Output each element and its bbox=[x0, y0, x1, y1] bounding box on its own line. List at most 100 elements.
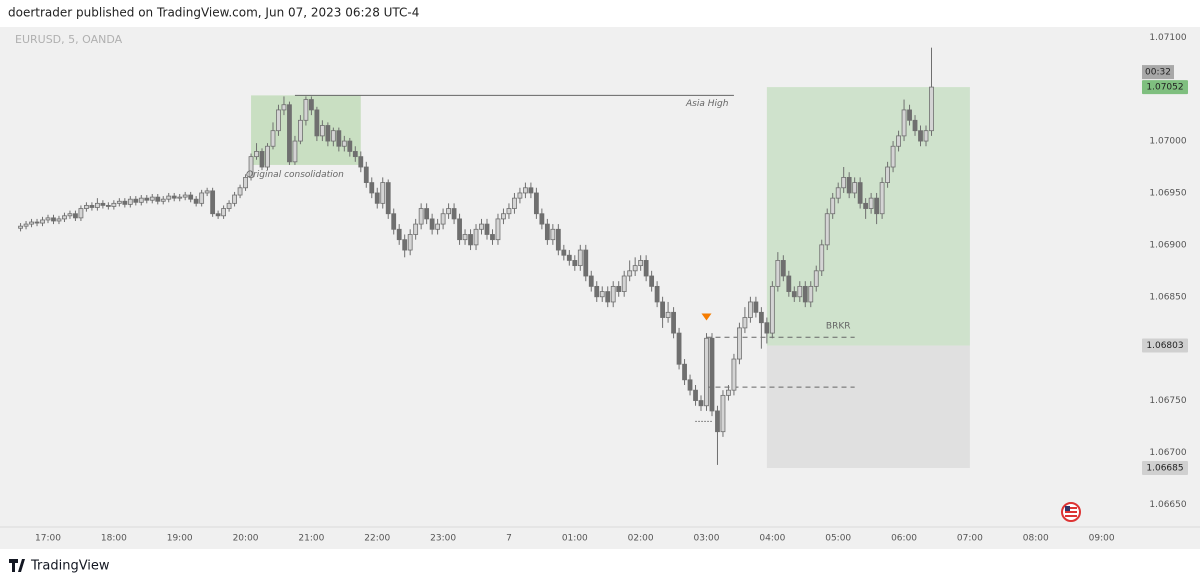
candle-body bbox=[292, 140, 298, 163]
candle-body bbox=[396, 228, 402, 241]
x-tick-label: 02:00 bbox=[628, 534, 654, 544]
candle-body bbox=[863, 202, 869, 209]
candle-body bbox=[769, 285, 775, 334]
candle-body bbox=[912, 119, 918, 132]
candle-body bbox=[402, 239, 408, 251]
candle-body bbox=[495, 218, 501, 241]
candle-body bbox=[698, 400, 704, 407]
candle-body bbox=[177, 196, 183, 199]
candle-body bbox=[539, 213, 545, 225]
candle-body bbox=[199, 192, 205, 204]
candle-body bbox=[671, 311, 676, 334]
x-tick-label: 09:00 bbox=[1089, 534, 1115, 544]
candle-body bbox=[605, 291, 611, 303]
candle-body bbox=[237, 187, 243, 196]
candle-body bbox=[638, 260, 644, 267]
candle-body bbox=[308, 99, 314, 111]
candle-body bbox=[501, 213, 506, 220]
candle-body bbox=[802, 285, 808, 303]
annotation: Asia High bbox=[685, 99, 729, 109]
candle-body bbox=[715, 410, 720, 433]
candle-body bbox=[182, 194, 188, 198]
candle-body bbox=[824, 213, 830, 246]
header: doertrader published on TradingView.com,… bbox=[8, 6, 419, 20]
candle-body bbox=[923, 130, 929, 142]
candle-body bbox=[84, 205, 89, 209]
candle-body bbox=[193, 198, 199, 204]
candle-body bbox=[588, 275, 594, 287]
signal-marker bbox=[701, 313, 712, 321]
candle-body bbox=[435, 223, 441, 230]
candle-body bbox=[506, 208, 512, 215]
candle-body bbox=[901, 109, 907, 137]
candle-body bbox=[599, 291, 605, 298]
candle-body bbox=[561, 249, 567, 256]
y-tick-label: 1.06650 bbox=[1149, 500, 1186, 510]
symbol-title: EURUSD, 5, OANDA bbox=[15, 33, 123, 46]
candle-body bbox=[133, 198, 139, 203]
candle-body bbox=[325, 125, 331, 142]
price-label-bg bbox=[1142, 338, 1188, 353]
candle-body bbox=[890, 145, 896, 168]
x-tick-label: 23:00 bbox=[430, 534, 456, 544]
x-tick-label: 08:00 bbox=[1023, 534, 1049, 544]
candle-body bbox=[737, 327, 742, 360]
annotation: Original consolidation bbox=[246, 170, 344, 180]
price-label-bg bbox=[1142, 80, 1188, 95]
candle-body bbox=[451, 208, 457, 220]
candle-body bbox=[215, 213, 221, 217]
candle-body bbox=[204, 190, 210, 194]
candle-body bbox=[51, 217, 56, 222]
y-tick-label: 1.06900 bbox=[1149, 240, 1186, 250]
candle-body bbox=[298, 119, 303, 142]
candle-body bbox=[210, 190, 216, 215]
candle-body bbox=[808, 285, 814, 303]
candle-body bbox=[819, 244, 825, 272]
candle-body bbox=[413, 223, 419, 235]
candle-body bbox=[259, 151, 265, 168]
candle-body bbox=[533, 192, 539, 215]
x-tick-label: 01:00 bbox=[562, 534, 588, 544]
y-tick-label: 1.06950 bbox=[1149, 188, 1186, 198]
candle-body bbox=[171, 195, 177, 199]
candle-body bbox=[929, 86, 934, 132]
candle-body bbox=[720, 394, 726, 433]
candle-body bbox=[583, 249, 589, 277]
candle-body bbox=[490, 234, 495, 241]
candle-body bbox=[429, 218, 435, 230]
candle-body bbox=[94, 202, 100, 208]
candle-body bbox=[846, 176, 852, 194]
candle-body bbox=[23, 223, 29, 227]
candle-body bbox=[248, 156, 254, 178]
candle-body bbox=[484, 223, 490, 235]
candle-body bbox=[797, 285, 803, 298]
candle-body bbox=[665, 311, 671, 318]
candle-body bbox=[830, 197, 836, 215]
annotation: BRKR bbox=[826, 321, 851, 331]
x-tick-label: 05:00 bbox=[825, 534, 851, 544]
candle-body bbox=[446, 208, 451, 215]
candle-body bbox=[62, 215, 67, 220]
candle-body bbox=[270, 130, 276, 147]
countdown: 00:32 bbox=[1145, 68, 1171, 78]
candle-body bbox=[704, 337, 709, 407]
candle-body bbox=[512, 197, 517, 209]
candle-body bbox=[265, 145, 270, 168]
candle-body bbox=[868, 197, 874, 209]
candle-body bbox=[896, 135, 901, 147]
candle-body bbox=[577, 249, 583, 267]
candle-body bbox=[352, 151, 358, 158]
candle-body bbox=[918, 130, 923, 142]
candle-body bbox=[885, 166, 890, 183]
candle-body bbox=[550, 228, 556, 241]
candle-body bbox=[138, 197, 144, 203]
candle-body bbox=[440, 213, 446, 225]
candle-body bbox=[544, 223, 550, 241]
footer: TradingView bbox=[30, 559, 110, 574]
candle-body bbox=[473, 228, 479, 246]
candle-body bbox=[457, 218, 462, 241]
x-tick-label: 20:00 bbox=[233, 534, 259, 544]
candle-body bbox=[649, 275, 655, 287]
candle-body bbox=[742, 317, 748, 329]
candle-body bbox=[874, 197, 880, 215]
